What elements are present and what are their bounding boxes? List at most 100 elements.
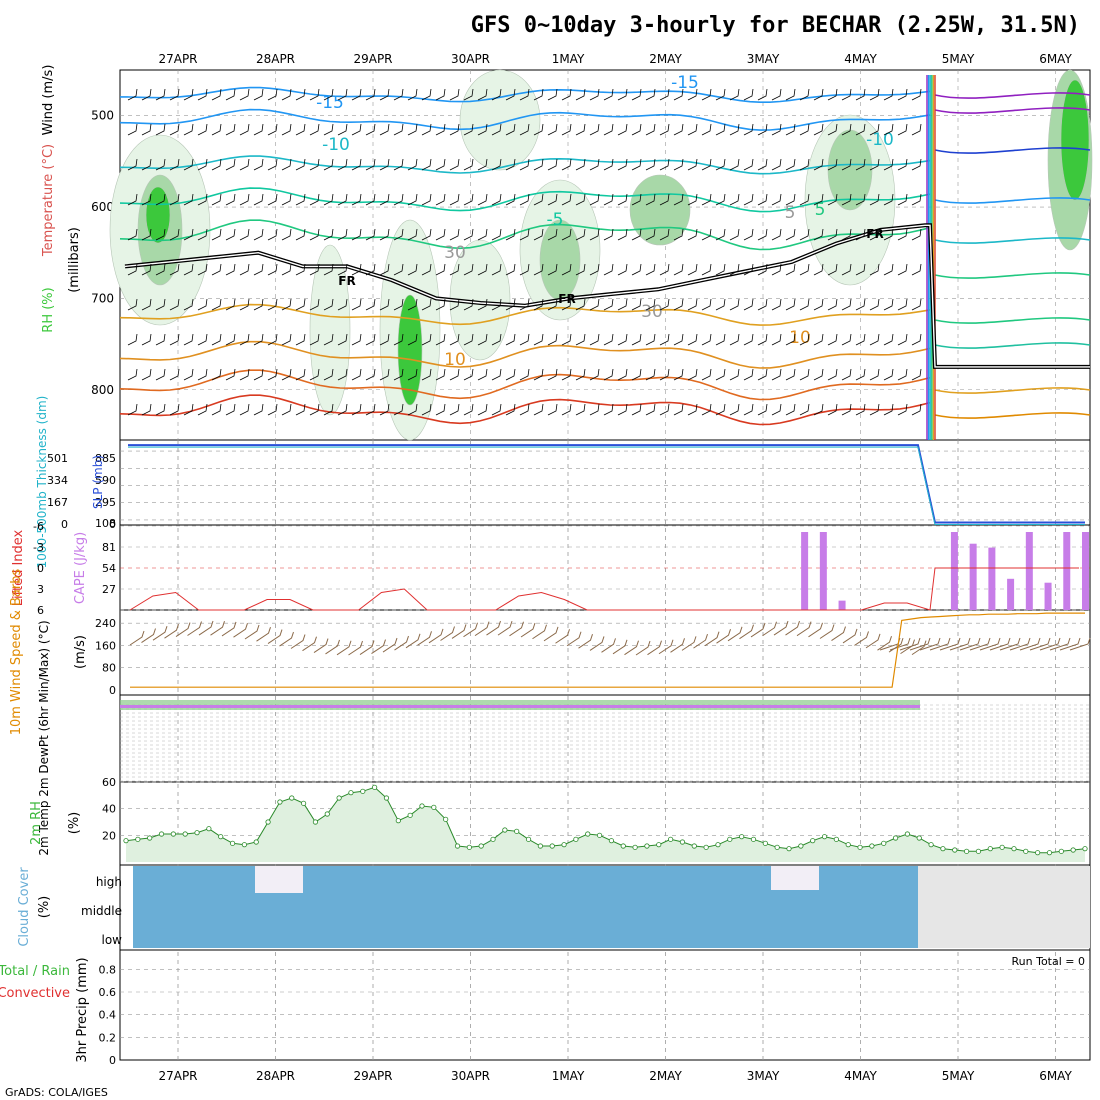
- wind-barb: [463, 403, 474, 416]
- isotherm-right-3: [934, 197, 1091, 204]
- rh-point: [561, 842, 567, 848]
- wind-barb: [673, 368, 684, 381]
- wind-barb: [337, 298, 348, 311]
- wind-barb: [785, 158, 796, 171]
- wind-barb: [589, 193, 600, 206]
- li-tick: 3: [37, 583, 44, 596]
- wind-barb-10m: [578, 634, 593, 649]
- wind-barb: [477, 368, 488, 381]
- wind-barb: [757, 228, 768, 241]
- wind-barb: [295, 123, 306, 136]
- rh-point: [170, 831, 176, 837]
- li-tick: -6: [33, 520, 44, 533]
- wind-barb: [407, 368, 418, 381]
- wind-barb: [435, 368, 446, 381]
- wind-barb: [323, 158, 334, 171]
- wind-barb: [155, 123, 166, 136]
- wind-barb: [155, 333, 166, 346]
- wind-barb: [379, 403, 390, 416]
- cape-tick: 27: [102, 583, 116, 596]
- cloud-missing: [918, 866, 1090, 948]
- rh-point: [596, 832, 603, 838]
- wind-barb: [813, 298, 824, 311]
- wind-barb: [645, 403, 656, 416]
- rh-point: [952, 847, 958, 853]
- wind-barb: [407, 88, 418, 101]
- wind-barb: [519, 263, 530, 276]
- rh-tick: 20: [102, 829, 116, 842]
- wind-barb: [225, 158, 236, 171]
- rh-point: [478, 843, 484, 849]
- wind-barb: [435, 403, 446, 416]
- isotherm-label: -15: [671, 73, 699, 93]
- wind-barb: [659, 193, 670, 206]
- rh-point: [289, 795, 295, 801]
- wind-barb: [127, 403, 138, 416]
- wind-barb: [561, 228, 572, 241]
- precip-total-label: Total / Rain: [0, 964, 70, 979]
- wind-barb: [239, 298, 250, 311]
- wind-barb: [141, 333, 152, 346]
- wind-barb: [603, 88, 614, 101]
- wind-barb: [533, 158, 544, 171]
- wind-barb: [295, 158, 306, 171]
- wind-barb: [841, 228, 852, 241]
- rh-area: [126, 787, 1085, 862]
- wind-barb: [673, 158, 684, 171]
- wind-barb: [533, 333, 544, 346]
- wind-barb: [617, 88, 628, 101]
- wind-barb: [561, 123, 572, 136]
- wind-barb: [911, 403, 922, 416]
- wind-barb-10m: [233, 623, 248, 638]
- wind-barb: [477, 403, 488, 416]
- wind-barb: [421, 368, 432, 381]
- wind-barb-10m: [1049, 637, 1071, 651]
- panels: [119, 69, 1091, 1061]
- wind-barb: [421, 403, 432, 416]
- wind-barb: [813, 158, 824, 171]
- wind-barb: [855, 333, 866, 346]
- wind-barb: [169, 263, 180, 276]
- wind-barb: [183, 298, 194, 311]
- wind-barb-10m: [474, 621, 490, 637]
- wind-barb-10m: [979, 637, 1001, 651]
- wind-barb: [365, 263, 376, 276]
- wind-barb: [687, 263, 698, 276]
- rh-point: [372, 784, 378, 790]
- wind-barb: [841, 298, 852, 311]
- wind-barb: [645, 158, 656, 171]
- wind-barb-10m: [854, 631, 869, 646]
- mb-tick-label: 600: [91, 200, 114, 214]
- wind-barb: [281, 228, 292, 241]
- wind-barb: [547, 123, 558, 136]
- wind-barb: [869, 298, 880, 311]
- wind-barb: [169, 403, 180, 416]
- wind-barb-10m: [889, 637, 911, 651]
- wind-barb: [561, 158, 572, 171]
- wind-barb: [827, 403, 838, 416]
- rh-point: [431, 804, 437, 810]
- wind-barb-10m: [959, 637, 981, 651]
- wind-barb: [771, 228, 782, 241]
- wind-barb: [505, 403, 516, 416]
- rh-point: [502, 827, 508, 833]
- wind-barb: [533, 298, 544, 311]
- wind-barb: [799, 193, 810, 206]
- wind-barb: [785, 333, 796, 346]
- wind-barb: [463, 263, 474, 276]
- wind-barb: [701, 158, 712, 171]
- wind-barb: [491, 403, 502, 416]
- wind-barb: [813, 123, 824, 136]
- wind-barb: [463, 333, 474, 346]
- wind-barb: [883, 263, 894, 276]
- wind-barb: [505, 333, 516, 346]
- wind-barb: [239, 333, 250, 346]
- cape-bar: [801, 532, 809, 610]
- wind-barb: [799, 123, 810, 136]
- wind-barb: [687, 298, 698, 311]
- wind-barb-10m: [865, 633, 881, 649]
- wind-barb: [855, 193, 866, 206]
- wind-barb: [463, 123, 474, 136]
- isotherm-right-6: [934, 317, 1091, 324]
- wind-barb: [337, 403, 348, 416]
